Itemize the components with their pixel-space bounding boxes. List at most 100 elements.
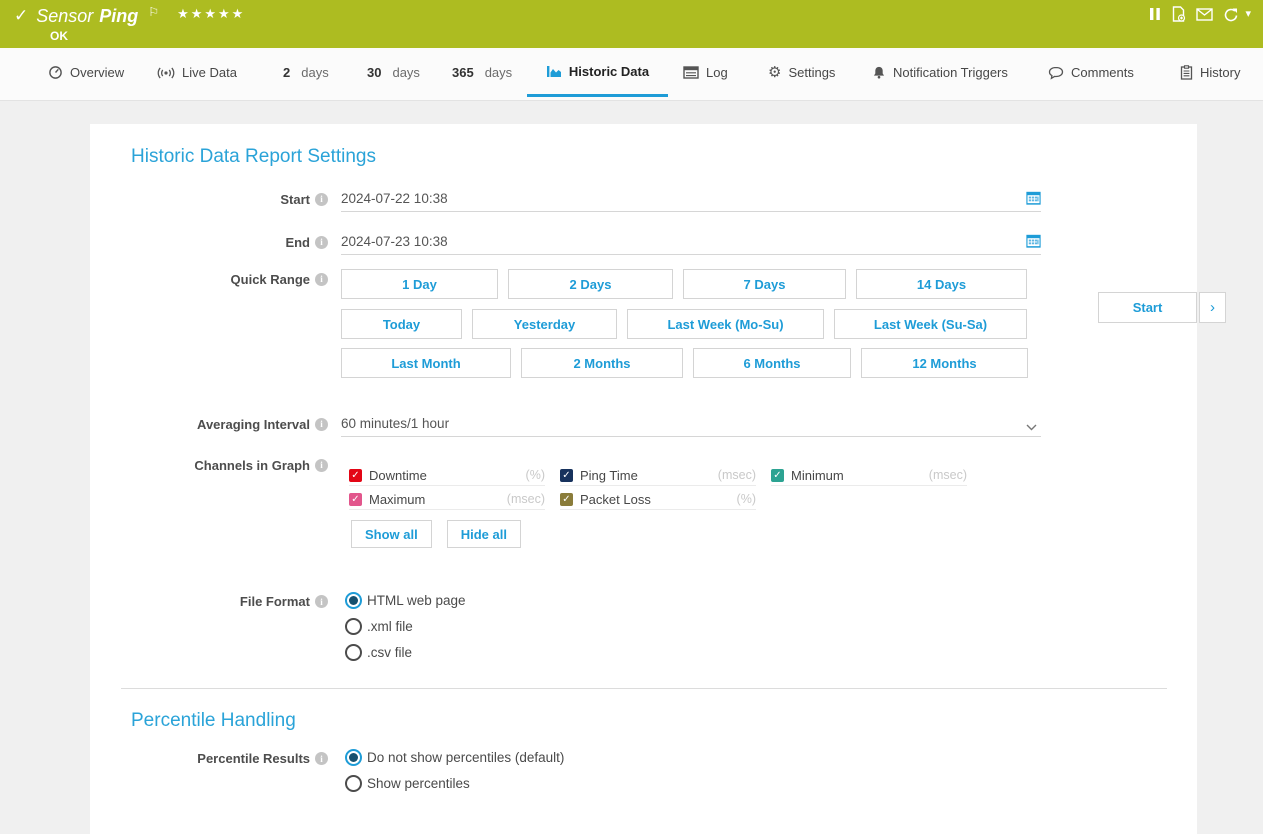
end-date-value: 2024-07-23 10:38 xyxy=(341,234,448,249)
channel-name: Maximum xyxy=(369,491,426,507)
tab-30-days[interactable]: 30 days xyxy=(367,48,420,97)
report-icon[interactable] xyxy=(1171,6,1186,22)
channel-minimum: Minimum (msec) xyxy=(771,465,967,486)
start-report-chevron-button[interactable]: › xyxy=(1199,292,1226,323)
calendar-icon[interactable] xyxy=(1026,190,1041,209)
quick-range-last-month-button[interactable]: Last Month xyxy=(341,348,511,378)
field-label-text: Percentile Results xyxy=(197,751,310,766)
averaging-interval-select[interactable]: 60 minutes/1 hour xyxy=(341,411,1041,437)
end-label: End xyxy=(90,229,328,255)
info-icon[interactable] xyxy=(315,595,328,608)
file-format-option-xml[interactable]: .xml file xyxy=(345,618,413,635)
info-icon[interactable] xyxy=(315,458,328,472)
status-check-icon: ✓ xyxy=(14,6,29,25)
channel-unit: (msec) xyxy=(506,492,545,506)
radio-label: Do not show percentiles (default) xyxy=(367,750,565,765)
page-title: Historic Data Report Settings xyxy=(131,146,376,167)
info-icon[interactable] xyxy=(315,192,328,206)
flag-icon[interactable]: ⚐ xyxy=(148,5,160,19)
radio-label: .xml file xyxy=(367,619,413,634)
channel-checkbox[interactable] xyxy=(349,492,362,506)
averaging-interval-value: 60 minutes/1 hour xyxy=(341,416,450,431)
tab-notification-triggers[interactable]: Notification Triggers xyxy=(872,48,1008,97)
channel-name: Ping Time xyxy=(580,467,638,483)
channel-checkbox[interactable] xyxy=(771,468,784,482)
tab-label: days xyxy=(301,65,329,80)
broadcast-icon xyxy=(157,66,175,80)
calendar-icon[interactable] xyxy=(1026,233,1041,252)
show-all-button[interactable]: Show all xyxy=(351,520,432,548)
sensor-type-label: Sensor xyxy=(36,6,94,26)
priority-stars[interactable]: ★★★★★ xyxy=(177,6,246,21)
radio-unselected[interactable] xyxy=(345,644,362,661)
header-actions: ▾ xyxy=(1149,6,1251,22)
quick-range-2-months-button[interactable]: 2 Months xyxy=(521,348,683,378)
tab-settings[interactable]: ⚙ Settings xyxy=(768,48,835,97)
chevron-down-icon[interactable]: ▾ xyxy=(1245,8,1251,20)
tab-label: Overview xyxy=(70,65,125,80)
info-icon[interactable] xyxy=(315,417,328,431)
channel-checkbox[interactable] xyxy=(560,468,573,482)
quick-range-last-week-mo-su-button[interactable]: Last Week (Mo-Su) xyxy=(627,309,824,339)
channel-unit: (msec) xyxy=(717,468,756,482)
pause-icon[interactable] xyxy=(1149,7,1161,21)
start-report-button[interactable]: Start xyxy=(1098,292,1197,323)
tab-comments[interactable]: Comments xyxy=(1048,48,1134,97)
tab-history[interactable]: History xyxy=(1180,48,1240,97)
tab-label: History xyxy=(1200,65,1241,80)
area-chart-icon xyxy=(546,64,562,78)
sensor-header: ✓ Sensor Ping ⚐ ★★★★★ OK ▾ xyxy=(0,0,1263,48)
quick-range-6-months-button[interactable]: 6 Months xyxy=(693,348,851,378)
radio-selected[interactable] xyxy=(345,749,362,766)
quick-range-1-day-button[interactable]: 1 Day xyxy=(341,269,498,299)
tab-365-days[interactable]: 365 days xyxy=(452,48,512,97)
percentile-option-hide[interactable]: Do not show percentiles (default) xyxy=(345,749,564,766)
file-format-option-csv[interactable]: .csv file xyxy=(345,644,412,661)
quick-range-today-button[interactable]: Today xyxy=(341,309,462,339)
quick-range-12-months-button[interactable]: 12 Months xyxy=(861,348,1028,378)
hide-all-button[interactable]: Hide all xyxy=(446,520,521,548)
info-icon[interactable] xyxy=(315,272,328,286)
channel-maximum: Maximum (msec) xyxy=(349,489,545,510)
channel-ping-time: Ping Time (msec) xyxy=(560,465,756,486)
percentile-option-show[interactable]: Show percentiles xyxy=(345,775,470,792)
gauge-icon xyxy=(48,65,63,80)
tab-live-data[interactable]: Live Data xyxy=(157,48,237,97)
tab-historic-data[interactable]: Historic Data xyxy=(527,48,668,97)
radio-unselected[interactable] xyxy=(345,775,362,792)
tab-2-days[interactable]: 2 days xyxy=(283,48,329,97)
tab-overview[interactable]: Overview xyxy=(48,48,124,97)
sensor-title: Sensor Ping xyxy=(36,5,138,27)
channel-checkbox[interactable] xyxy=(349,468,362,482)
quick-range-7-days-button[interactable]: 7 Days xyxy=(683,269,846,299)
channel-checkbox[interactable] xyxy=(560,492,573,506)
quick-range-yesterday-button[interactable]: Yesterday xyxy=(472,309,617,339)
info-icon[interactable] xyxy=(315,235,328,249)
quick-range-14-days-button[interactable]: 14 Days xyxy=(856,269,1027,299)
field-label-text: Averaging Interval xyxy=(197,416,310,432)
radio-unselected[interactable] xyxy=(345,618,362,635)
sensor-title-group: ✓ Sensor Ping ⚐ ★★★★★ xyxy=(14,5,245,27)
file-format-option-html[interactable]: HTML web page xyxy=(345,592,466,609)
averaging-interval-label: Averaging Interval xyxy=(90,411,328,437)
radio-selected[interactable] xyxy=(345,592,362,609)
tab-log[interactable]: Log xyxy=(683,48,728,97)
channel-packet-loss: Packet Loss (%) xyxy=(560,489,756,510)
start-date-input[interactable]: 2024-07-22 10:38 xyxy=(341,186,1041,212)
end-date-input[interactable]: 2024-07-23 10:38 xyxy=(341,229,1041,255)
info-icon[interactable] xyxy=(315,752,328,765)
quick-range-label: Quick Range xyxy=(90,271,328,287)
channel-downtime: Downtime (%) xyxy=(349,465,545,486)
start-report-button-group: Start › xyxy=(1098,292,1226,323)
email-icon[interactable] xyxy=(1196,7,1214,21)
channel-name: Minimum xyxy=(791,467,844,483)
gear-icon: ⚙ xyxy=(768,63,782,81)
sensor-name: Ping xyxy=(99,6,139,26)
file-format-label: File Format xyxy=(90,593,328,610)
quick-range-2-days-button[interactable]: 2 Days xyxy=(508,269,673,299)
refresh-icon[interactable] xyxy=(1223,7,1239,22)
quick-range-last-week-su-sa-button[interactable]: Last Week (Su-Sa) xyxy=(834,309,1027,339)
chevron-down-icon xyxy=(1026,419,1037,434)
channel-unit: (msec) xyxy=(928,468,967,482)
tab-label: Log xyxy=(706,65,728,80)
